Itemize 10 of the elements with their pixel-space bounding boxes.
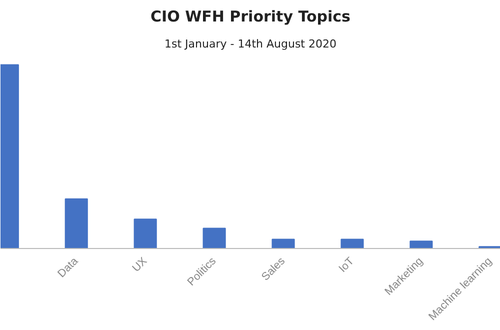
bar	[410, 240, 433, 248]
bar	[64, 198, 88, 248]
chart-subtitle: 1st January - 14th August 2020	[164, 38, 336, 50]
x-tick-label: UX	[130, 254, 150, 275]
bar	[340, 238, 364, 248]
bar	[272, 238, 295, 248]
chart-title: CIO WFH Priority Topics	[150, 8, 351, 26]
x-tick-label: IoT	[336, 255, 357, 275]
bar	[134, 218, 157, 248]
bar	[202, 228, 226, 248]
